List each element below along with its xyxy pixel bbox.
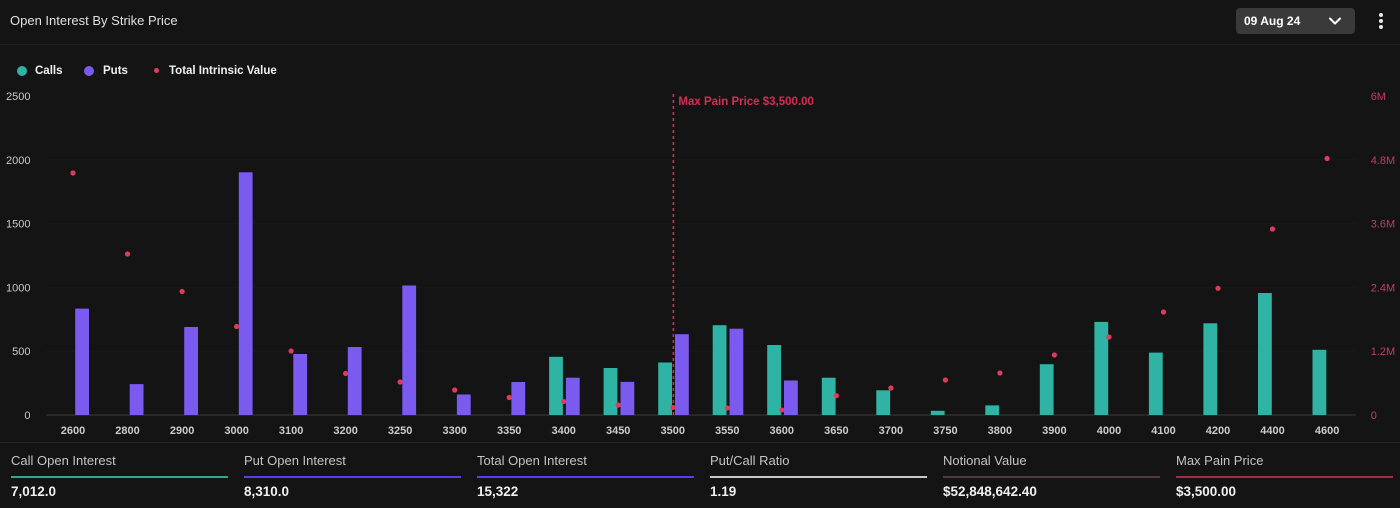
svg-text:500: 500	[12, 346, 30, 358]
svg-text:3350: 3350	[497, 425, 521, 437]
svg-text:2000: 2000	[6, 155, 30, 167]
svg-text:3250: 3250	[388, 425, 412, 437]
svg-text:1000: 1000	[6, 282, 30, 294]
svg-text:3800: 3800	[988, 425, 1012, 437]
svg-text:3100: 3100	[279, 425, 303, 437]
svg-text:2800: 2800	[115, 425, 139, 437]
svg-text:1500: 1500	[6, 219, 30, 231]
svg-text:3700: 3700	[879, 425, 903, 437]
svg-text:4000: 4000	[1097, 425, 1121, 437]
svg-text:3450: 3450	[606, 425, 630, 437]
svg-text:2900: 2900	[170, 425, 194, 437]
svg-text:3400: 3400	[551, 425, 575, 437]
svg-text:Max Pain Price $3,500.00: Max Pain Price $3,500.00	[678, 96, 814, 108]
svg-text:1.2M: 1.2M	[1371, 346, 1395, 358]
svg-text:3000: 3000	[224, 425, 248, 437]
svg-text:3750: 3750	[933, 425, 957, 437]
svg-text:2.4M: 2.4M	[1371, 282, 1395, 294]
svg-text:2500: 2500	[6, 91, 30, 103]
svg-text:3550: 3550	[715, 425, 739, 437]
svg-text:3.6M: 3.6M	[1371, 219, 1395, 231]
svg-text:0: 0	[1371, 410, 1377, 422]
svg-text:4400: 4400	[1260, 425, 1284, 437]
svg-text:2600: 2600	[61, 425, 85, 437]
svg-text:4200: 4200	[1206, 425, 1230, 437]
svg-text:3500: 3500	[661, 425, 685, 437]
svg-text:3200: 3200	[333, 425, 357, 437]
svg-text:4100: 4100	[1151, 425, 1175, 437]
svg-text:3650: 3650	[824, 425, 848, 437]
svg-text:3300: 3300	[442, 425, 466, 437]
svg-text:4.8M: 4.8M	[1371, 155, 1395, 167]
svg-text:3900: 3900	[1042, 425, 1066, 437]
svg-text:3600: 3600	[770, 425, 794, 437]
svg-text:6M: 6M	[1371, 91, 1386, 103]
svg-text:4600: 4600	[1315, 425, 1339, 437]
svg-text:0: 0	[24, 410, 30, 422]
